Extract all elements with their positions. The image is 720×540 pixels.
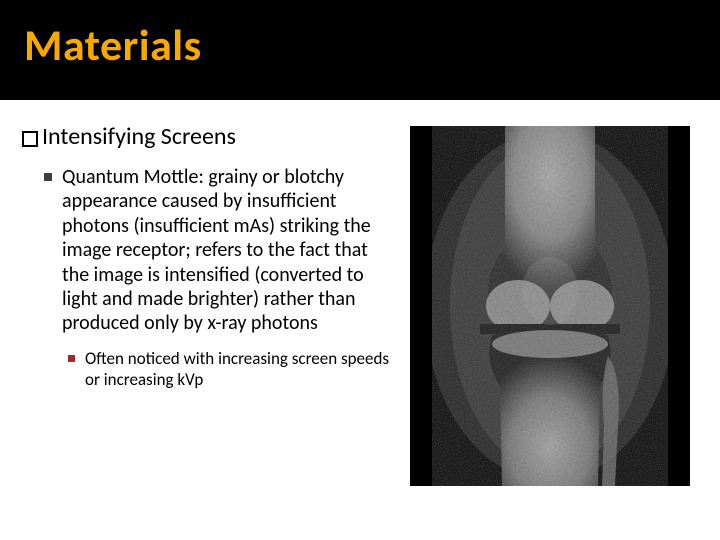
heading-row: Intensifying Screens [22,122,392,151]
text-column: Intensifying Screens Quantum Mottle: gra… [22,122,392,486]
page-title: Materials [24,18,696,72]
image-column [402,122,698,486]
square-sub-bullet-icon [68,355,75,362]
bullet-level-1: Quantum Mottle: grainy or blotchy appear… [22,165,392,336]
title-bar: Materials [0,0,720,100]
bullet-sub-text: Often noticed with increasing screen spe… [85,348,392,391]
square-bullet-icon [44,173,52,181]
xray-image [410,126,690,486]
bullet-level-2: Often noticed with increasing screen spe… [22,348,392,391]
xray-knee-icon [410,126,690,486]
square-outline-icon [22,131,38,147]
content-area: Intensifying Screens Quantum Mottle: gra… [0,100,720,486]
bullet-main-text: Quantum Mottle: grainy or blotchy appear… [62,165,392,336]
section-heading: Intensifying Screens [42,122,236,151]
